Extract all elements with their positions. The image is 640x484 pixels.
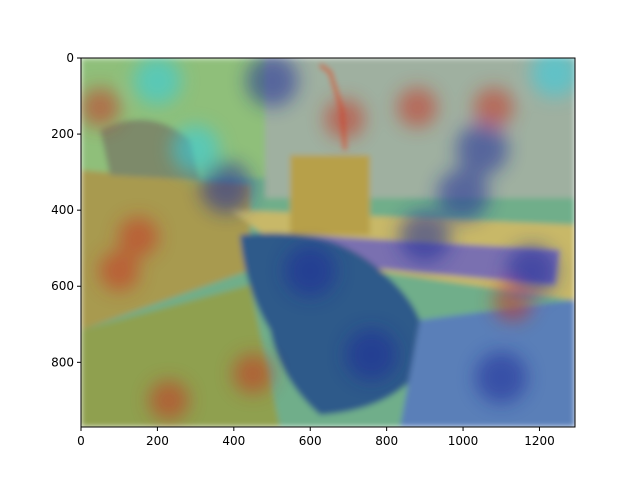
heat-cell-high — [232, 353, 273, 394]
heat-cell-low — [200, 161, 253, 214]
y-tick-label: 800 — [51, 355, 74, 369]
y-tick-label: 400 — [51, 203, 74, 217]
heat-cell-low — [345, 328, 398, 381]
heat-cell-high — [99, 251, 140, 292]
x-axis: 0 200 400 600 800 1000 1200 — [77, 427, 555, 448]
heat-cell-high — [397, 87, 438, 128]
y-tick-label: 600 — [51, 279, 74, 293]
heat-cell-high — [473, 87, 514, 128]
x-tick-label: 600 — [299, 434, 322, 448]
heat-cell-low — [456, 123, 509, 176]
heat-cell-mid_low — [530, 58, 575, 98]
y-tick-label: 200 — [51, 127, 74, 141]
x-tick-label: 1200 — [524, 434, 555, 448]
x-tick-label: 400 — [222, 434, 245, 448]
x-tick-label: 1000 — [448, 434, 479, 448]
axes-frame — [80, 57, 576, 428]
heatmap-overlay — [81, 58, 575, 421]
heat-cell-high — [324, 98, 365, 139]
heat-cell-low — [475, 351, 528, 404]
y-tick-label: 0 — [66, 51, 74, 65]
heat-cell-low — [437, 168, 490, 221]
heat-cell-low — [505, 245, 558, 298]
plot-area — [81, 58, 575, 427]
heat-cell-mid_low — [171, 125, 220, 174]
heat-cell-low — [284, 245, 337, 298]
x-tick-label: 200 — [146, 434, 169, 448]
heat-cell-mid_low — [133, 58, 182, 105]
heat-cell-high — [148, 380, 189, 421]
x-tick-label: 800 — [375, 434, 398, 448]
heat-cell-high — [118, 216, 159, 257]
heat-cell-low — [246, 58, 299, 107]
heat-cell-low — [398, 210, 451, 263]
heat-cell-high — [81, 87, 121, 128]
x-tick-label: 0 — [77, 434, 85, 448]
y-axis: 0 200 400 600 800 — [51, 51, 81, 369]
